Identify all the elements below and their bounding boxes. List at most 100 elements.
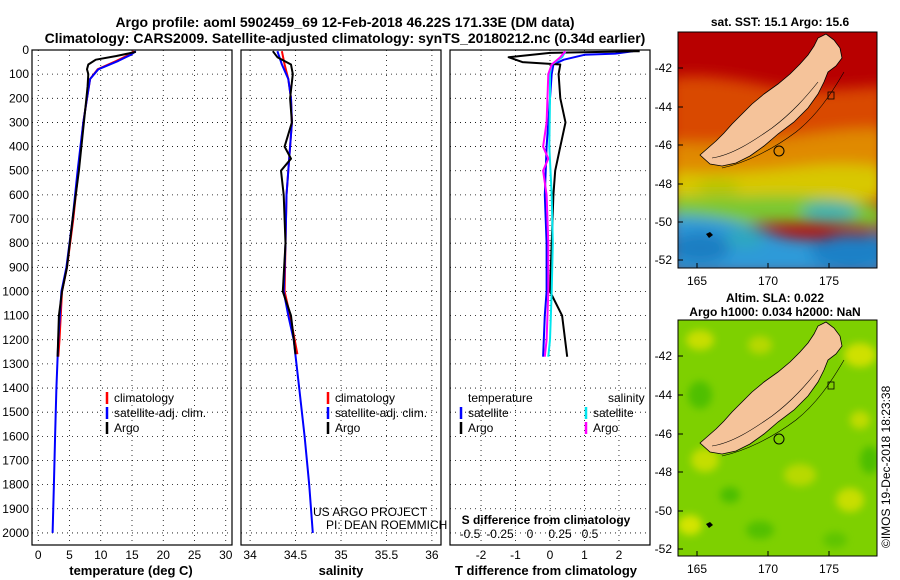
- figure-title-line2: Climatology: CARS2009. Satellite-adjuste…: [45, 30, 646, 46]
- island: [706, 522, 713, 528]
- x-tick-label: 36: [425, 548, 439, 562]
- x-tick-label: 35.5: [375, 548, 399, 562]
- sla-map-title2: Argo h1000: 0.034 h2000: NaN: [689, 305, 860, 319]
- sla-lon-tick: 175: [819, 562, 839, 576]
- sst-map-title: sat. SST: 15.1 Argo: 15.6: [711, 15, 850, 29]
- map-axes: -42 -42 -44 -44 -46 -46 -48 -48 -50 -50 -52 -52 165 1…: [655, 61, 840, 576]
- depth-tick-label: 1500: [2, 405, 29, 419]
- sla-lon-tick: 170: [758, 562, 778, 576]
- difference-xlabel: T difference from climatology: [455, 563, 638, 578]
- sla-lat-tick: -48: [655, 465, 673, 479]
- sst-map: [678, 32, 877, 268]
- sla-lat-tick: -46: [655, 427, 673, 441]
- legend-label-t-satellite: satellite: [468, 406, 509, 420]
- sla-map-title1: Altim. SLA: 0.022: [726, 291, 824, 305]
- depth-tick-label: 1700: [2, 453, 29, 467]
- x-tick-label: 2: [616, 548, 623, 562]
- watermark: ©IMOS 19-Dec-2018 18:23:38: [879, 385, 893, 548]
- s-tick-label: 0.25: [548, 527, 572, 541]
- legend-title-temperature: temperature: [468, 391, 533, 405]
- legend-label-satellite: satellite-adj. clim.: [114, 406, 206, 420]
- series-line-argo: [272, 50, 297, 355]
- x-tick-label: 10: [94, 548, 108, 562]
- x-tick-label: 20: [157, 548, 171, 562]
- x-tick-label: 5: [66, 548, 73, 562]
- sst-lat-tick: -50: [655, 215, 673, 229]
- legend-label-satellite: satellite-adj. clim.: [335, 406, 427, 420]
- legend-label-s-argo: Argo: [593, 421, 619, 435]
- island-outline: [827, 91, 835, 100]
- x-tick-label: 15: [125, 548, 139, 562]
- s-tick-label: -0.5: [460, 527, 481, 541]
- salinity-panel: 34 34.5 35 35.5 36: [243, 50, 439, 562]
- series-line-t-argo: [507, 50, 640, 357]
- depth-tick-label: 600: [9, 188, 29, 202]
- legend-label-climatology: climatology: [335, 391, 395, 405]
- depth-tick-label: 1600: [2, 429, 29, 443]
- depth-tick-label: 1000: [2, 284, 29, 298]
- salinity-xlabel: salinity: [319, 563, 365, 578]
- depth-tick-label: 300: [9, 115, 29, 129]
- s-tick-label: 0: [527, 527, 534, 541]
- x-tick-label: 1: [581, 548, 588, 562]
- sla-colour-field: [678, 330, 877, 548]
- depth-tick-label: 400: [9, 140, 29, 154]
- sla-lat-tick: -52: [655, 542, 673, 556]
- temperature-panel: 0 5 10 15 20 25 30: [35, 50, 233, 562]
- island: [706, 232, 713, 238]
- x-tick-label: 25: [188, 548, 202, 562]
- sst-lat-tick: -46: [655, 138, 673, 152]
- argo-float-position: [773, 433, 785, 445]
- temperature-xlabel: temperature (deg C): [69, 563, 193, 578]
- sst-lon-tick: 170: [758, 274, 778, 288]
- depth-tick-label: 700: [9, 212, 29, 226]
- depth-tick-label: 100: [9, 67, 29, 81]
- sla-map: [678, 320, 877, 556]
- x-tick-label: 34: [243, 548, 257, 562]
- depth-tick-label: 200: [9, 91, 29, 105]
- x-tick-label: 0: [547, 548, 554, 562]
- depth-tick-label: 1400: [2, 381, 29, 395]
- sla-lat-tick: -50: [655, 504, 673, 518]
- sst-map-frame: [677, 31, 878, 269]
- depth-tick-label: 0: [22, 43, 29, 57]
- legend-title-salinity: salinity: [608, 391, 645, 405]
- depth-tick-label: 1800: [2, 478, 29, 492]
- depth-contour: [721, 359, 845, 457]
- sla-lat-tick: -44: [655, 388, 673, 402]
- sst-lat-tick: -44: [655, 100, 673, 114]
- island-outline: [827, 381, 835, 390]
- sst-lat-tick: -42: [655, 61, 673, 75]
- x-tick-label: 30: [219, 548, 233, 562]
- x-tick-label: 35: [334, 548, 348, 562]
- x-tick-label: 0: [35, 548, 42, 562]
- credit-line1: US ARGO PROJECT: [313, 505, 428, 519]
- sla-map-frame: [677, 319, 878, 557]
- legend-label-argo: Argo: [114, 421, 140, 435]
- x-tick-label: -2: [476, 548, 487, 562]
- grid-layer: [32, 49, 650, 545]
- depth-tick-label: 1100: [3, 309, 29, 323]
- depth-tick-label: 900: [9, 260, 29, 274]
- series-line-s-argo: [542, 50, 567, 357]
- series-line-satellite-adj-clim: [276, 50, 314, 533]
- salinity-legend: climatology satellite-adj. clim. Argo: [326, 391, 427, 435]
- depth-tick-label: 800: [9, 236, 29, 250]
- difference-legend: temperature salinity satellite Argo sate…: [459, 391, 645, 435]
- depth-tick-label: 2000: [2, 526, 29, 540]
- sst-lon-tick: 175: [819, 274, 839, 288]
- legend-label-argo: Argo: [335, 421, 361, 435]
- depth-axis: 0 100 200 300 400 500 600 700 800 900 1000 1100 1200…: [2, 43, 29, 540]
- sst-lat-tick: -52: [655, 253, 673, 267]
- new-zealand-landmass: [699, 33, 843, 167]
- depth-tick-label: 1200: [2, 333, 29, 347]
- s-tick-label: 0.5: [582, 527, 599, 541]
- sla-lat-tick: -42: [655, 349, 673, 363]
- series-line-argo: [56, 50, 137, 357]
- sst-lon-tick: 165: [687, 274, 707, 288]
- difference-panel: -2 -1 0 1 2 -0.5 -0.25 0 0.25 0.5: [460, 50, 640, 562]
- depth-contour: [711, 369, 819, 447]
- series-line-s-satellite: [547, 50, 567, 357]
- s-tick-label: -0.25: [486, 527, 514, 541]
- sla-lon-tick: 165: [687, 562, 707, 576]
